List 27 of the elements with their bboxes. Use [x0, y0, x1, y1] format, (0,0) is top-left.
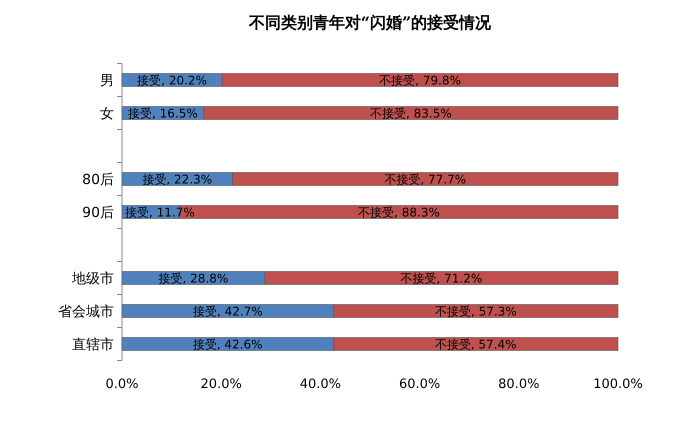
data-label: 接受, 28.8% — [158, 272, 228, 286]
data-label: 接受, 22.3% — [142, 172, 212, 186]
y-tick-label: 女 — [100, 106, 114, 122]
y-tick-label: 省会城市 — [58, 304, 114, 320]
y-tick-label: 90后 — [82, 205, 114, 221]
data-label: 不接受, 79.8% — [379, 74, 461, 88]
data-label: 接受, 42.7% — [193, 304, 263, 318]
x-tick-label: 80.0% — [498, 377, 540, 392]
data-label: 不接受, 57.3% — [435, 304, 517, 318]
data-label: 接受, 20.2% — [137, 74, 207, 88]
data-label: 不接受, 77.7% — [384, 172, 466, 186]
y-tick-label: 直辖市 — [72, 337, 114, 353]
data-label: 不接受, 83.5% — [370, 106, 452, 120]
data-label: 不接受, 88.3% — [358, 206, 440, 220]
y-tick-label: 80后 — [82, 172, 114, 188]
y-tick-label: 地级市 — [71, 271, 114, 287]
data-label: 不接受, 71.2% — [400, 272, 482, 286]
x-tick-label: 60.0% — [398, 377, 440, 392]
x-tick-label: 20.0% — [200, 377, 242, 392]
x-tick-label: 40.0% — [300, 377, 342, 392]
y-tick-label: 男 — [100, 73, 114, 89]
data-label: 接受, 42.6% — [192, 338, 263, 352]
data-label: 接受, 16.5% — [128, 106, 198, 120]
chart-title: 不同类别青年对“闪婚”的接受情况 — [248, 13, 492, 32]
x-tick-label: 100.0% — [593, 377, 643, 392]
x-tick-label: 0.0% — [105, 377, 139, 392]
data-label: 不接受, 57.4% — [434, 338, 517, 352]
